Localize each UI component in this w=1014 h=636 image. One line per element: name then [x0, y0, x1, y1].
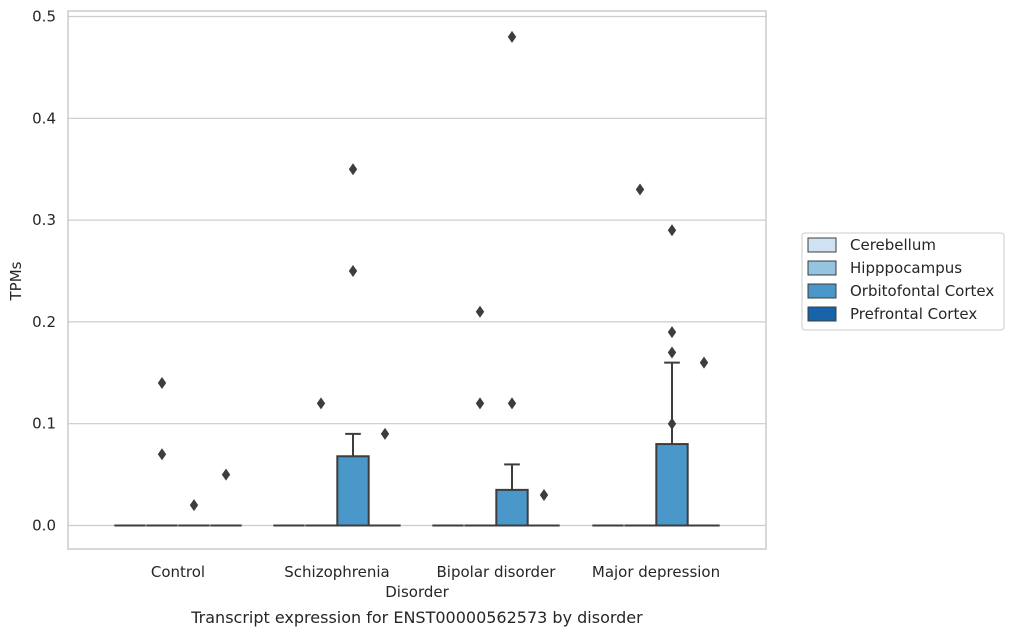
- legend: Cerebellum Hipppocampus Orbitofontal Corte…: [801, 232, 1005, 331]
- y-tick-label: 0.2: [32, 313, 56, 331]
- x-axis-label: Disorder: [385, 583, 449, 601]
- box: [655, 443, 689, 527]
- legend-entry: Hipppocampus: [850, 259, 962, 277]
- box-group: [336, 163, 370, 527]
- box-group: [528, 488, 560, 527]
- box-group: [210, 468, 242, 527]
- box-group: [305, 397, 337, 527]
- outlier-point: [157, 376, 167, 389]
- box-group: [624, 183, 656, 527]
- legend-swatch: [807, 283, 837, 299]
- legend-entry: Orbitofontal Cortex: [850, 282, 994, 300]
- legend-frame: [801, 232, 1005, 331]
- axis-labels: Disorder TPMs Transcript expression for …: [7, 261, 643, 627]
- outlier-point: [699, 356, 709, 369]
- plot-frame: [67, 10, 767, 550]
- outlier-point: [667, 346, 677, 359]
- legend-swatch: [807, 306, 837, 322]
- y-tick-label: 0.4: [32, 109, 56, 127]
- box-group: [178, 499, 210, 527]
- boxes: [114, 30, 720, 527]
- x-tick-label: Control: [151, 563, 205, 581]
- axes: 0.0 0.1 0.2 0.3 0.4 0.5 Control Schizophrenia Bi…: [32, 8, 767, 581]
- box-group: [464, 305, 496, 527]
- x-tick-label: Major depression: [592, 563, 720, 581]
- y-tick-label: 0.3: [32, 211, 56, 229]
- outlier-point: [507, 397, 517, 410]
- outlier-point: [539, 488, 549, 501]
- box-group: [146, 376, 178, 527]
- x-tick-label: Bipolar disorder: [437, 563, 557, 581]
- legend-swatch: [807, 260, 837, 276]
- outlier-point: [667, 224, 677, 237]
- y-axis-label: TPMs: [7, 261, 25, 301]
- outlier-point: [348, 265, 358, 277]
- x-tick-label: Schizophrenia: [284, 563, 389, 581]
- chart-caption: Transcript expression for ENST0000056257…: [190, 608, 643, 627]
- box-group: [655, 224, 689, 527]
- legend-entry: Prefrontal Cortex: [850, 305, 977, 323]
- box-group: [688, 356, 720, 527]
- box-group: [369, 427, 401, 527]
- outlier-point: [667, 326, 677, 339]
- outlier-point: [475, 397, 485, 410]
- outlier-point: [348, 163, 358, 176]
- box: [495, 488, 529, 527]
- box-group: [495, 30, 529, 527]
- y-tick-label: 0.0: [32, 517, 56, 535]
- outlier-point: [475, 305, 485, 318]
- outlier-point: [380, 427, 390, 440]
- y-tick-label: 0.1: [32, 415, 56, 433]
- outlier-point: [157, 448, 167, 461]
- legend-swatch: [807, 237, 837, 253]
- outlier-point: [507, 30, 517, 43]
- box: [336, 455, 370, 527]
- outlier-point: [635, 183, 645, 196]
- y-tick-label: 0.5: [32, 8, 56, 26]
- outlier-point: [221, 468, 231, 481]
- outlier-point: [189, 499, 199, 512]
- outlier-point: [667, 417, 677, 430]
- legend-entry: Cerebellum: [850, 236, 936, 254]
- outlier-point: [316, 397, 326, 410]
